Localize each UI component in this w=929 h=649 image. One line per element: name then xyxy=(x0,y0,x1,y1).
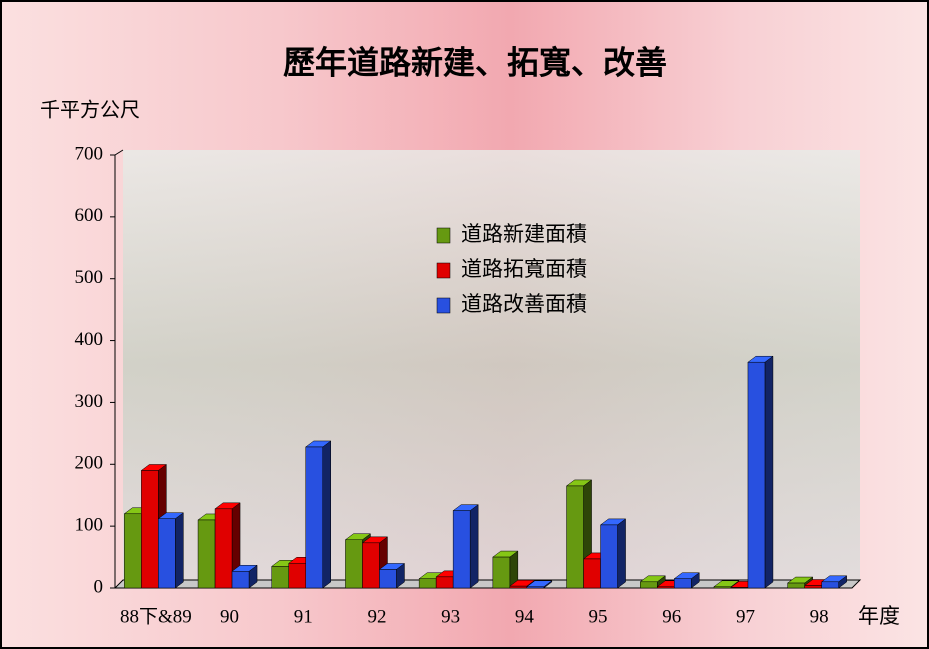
bar xyxy=(805,586,822,588)
x-tick-label: 92 xyxy=(367,606,386,627)
legend-swatch xyxy=(437,298,450,313)
legend-swatch xyxy=(437,263,450,278)
bar xyxy=(601,525,618,588)
bar-side xyxy=(323,441,331,588)
bar xyxy=(436,577,453,588)
bar xyxy=(232,571,249,588)
y-tick-label: 0 xyxy=(94,576,104,597)
x-tick-label: 98 xyxy=(810,606,829,627)
bar xyxy=(198,520,215,588)
bar xyxy=(788,583,805,588)
x-tick-label: 94 xyxy=(515,606,535,627)
y-tick-label: 500 xyxy=(75,267,104,288)
legend-label: 道路拓寬面積 xyxy=(461,257,587,281)
bar xyxy=(584,559,601,588)
bar xyxy=(731,587,748,588)
x-tick-label: 96 xyxy=(662,606,681,627)
y-tick-label: 100 xyxy=(75,515,104,536)
bar xyxy=(822,582,839,588)
bar xyxy=(141,470,158,588)
bar xyxy=(124,514,141,588)
legend-swatch xyxy=(437,228,450,243)
bar-side xyxy=(765,356,773,588)
x-tick-label: 93 xyxy=(441,606,460,627)
bar xyxy=(674,579,691,588)
chart-title: 歷年道路新建、拓寬、改善 xyxy=(283,44,667,80)
bar xyxy=(419,579,436,588)
y-tick-label: 200 xyxy=(75,453,104,474)
bar xyxy=(345,540,362,588)
bar xyxy=(289,563,306,588)
x-tick-label: 88下&89 xyxy=(120,606,192,627)
bar xyxy=(527,587,544,588)
y-tick-label: 700 xyxy=(75,143,104,164)
bar-side xyxy=(470,505,478,588)
bar xyxy=(657,587,674,588)
y-tick-label: 600 xyxy=(75,205,104,226)
bar xyxy=(453,511,470,588)
y-tick-label: 400 xyxy=(75,329,104,350)
x-tick-label: 95 xyxy=(589,606,608,627)
x-axis-label: 年度 xyxy=(858,604,900,628)
bar xyxy=(362,543,379,588)
x-tick-label: 97 xyxy=(736,606,755,627)
bar xyxy=(158,519,175,588)
y-tick-label: 300 xyxy=(75,391,104,412)
bar xyxy=(714,587,731,588)
x-tick-label: 90 xyxy=(220,606,239,627)
legend-label: 道路改善面積 xyxy=(461,292,587,316)
x-tick-label: 91 xyxy=(294,606,313,627)
bar xyxy=(379,569,396,588)
legend-label: 道路新建面積 xyxy=(461,222,587,246)
bar xyxy=(748,362,765,588)
bar-side xyxy=(175,513,183,588)
bar xyxy=(640,582,657,588)
bar xyxy=(493,557,510,588)
bar xyxy=(510,586,527,588)
bar xyxy=(567,486,584,588)
bar xyxy=(306,447,323,588)
bar xyxy=(215,509,232,588)
y-axis-label: 千平方公尺 xyxy=(40,99,140,122)
bar xyxy=(272,566,289,588)
chart: 歷年道路新建、拓寬、改善 千平方公尺 年度 0 100 200 300 400 500 60… xyxy=(0,0,929,649)
bar-side xyxy=(618,519,626,588)
